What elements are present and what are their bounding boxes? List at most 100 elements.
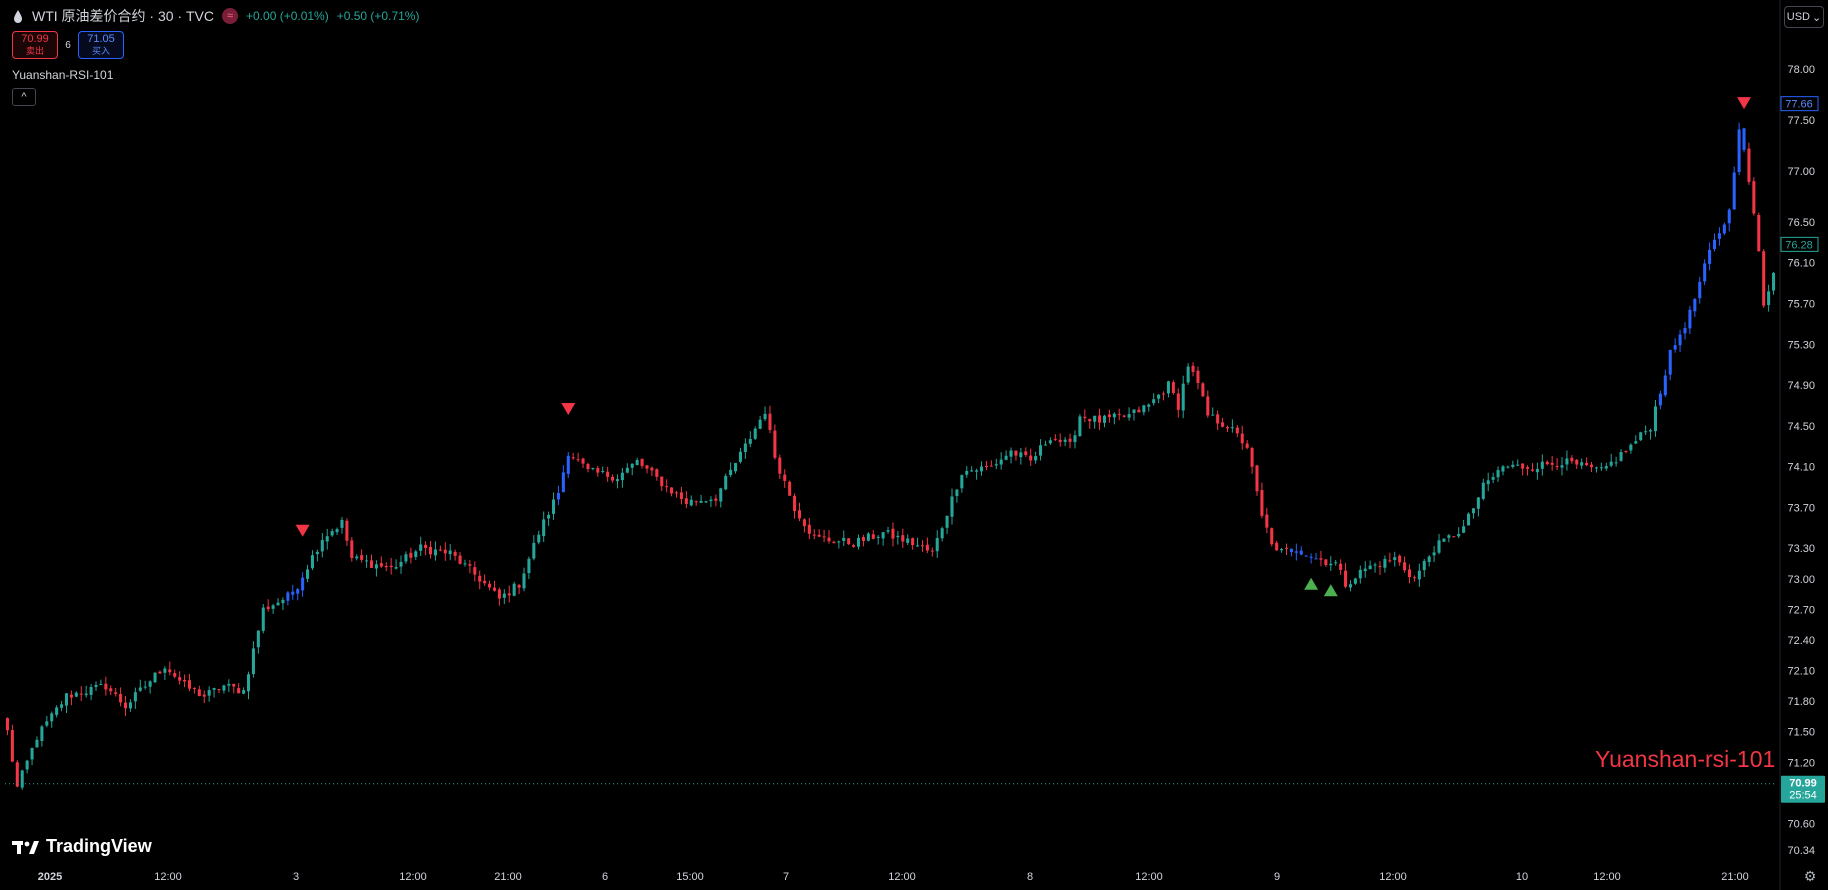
- candle-body: [1599, 467, 1603, 469]
- candle-body: [1294, 551, 1298, 553]
- candle-body: [1452, 536, 1456, 538]
- y-tick-label: 72.40: [1787, 635, 1815, 647]
- trade-panel: 70.99 卖出 6 71.05 买入: [12, 31, 124, 59]
- candle-body: [507, 593, 511, 596]
- candle-body: [30, 747, 34, 760]
- candle-body: [861, 537, 865, 542]
- candle-body: [271, 605, 275, 609]
- candle-body: [158, 671, 162, 674]
- candle-body: [945, 515, 949, 528]
- candle-body: [315, 551, 319, 555]
- candle-body: [355, 556, 359, 559]
- candle-body: [1560, 465, 1564, 468]
- candle-body: [1014, 450, 1018, 456]
- candle-body: [965, 470, 969, 475]
- candle-body: [645, 465, 649, 469]
- candle-body: [409, 552, 413, 558]
- x-tick-label: 10: [1516, 871, 1528, 883]
- candle-body: [1221, 422, 1225, 427]
- candle-body: [793, 495, 797, 512]
- candle-body: [89, 687, 93, 695]
- candle-body: [433, 549, 437, 556]
- candle-body: [1629, 444, 1633, 451]
- candle-body: [1742, 128, 1746, 150]
- candle-body: [153, 672, 157, 683]
- sell-button[interactable]: 70.99 卖出: [12, 31, 58, 59]
- candle-body: [10, 730, 14, 762]
- candle-body: [1673, 345, 1677, 350]
- symbol-title[interactable]: WTI 原油差价合约 · 30 · TVC: [32, 8, 214, 24]
- candle-body: [114, 692, 118, 694]
- candle-body: [1570, 457, 1574, 462]
- candle-body: [1058, 439, 1062, 443]
- y-tick-label: 74.90: [1787, 380, 1815, 392]
- candle-body: [517, 585, 521, 588]
- candle-body: [1732, 172, 1736, 210]
- candle-body: [1668, 349, 1672, 375]
- candle-body: [655, 469, 659, 477]
- y-tick-label: 77.00: [1787, 166, 1815, 178]
- candle-body: [920, 545, 925, 547]
- candle-body: [1412, 577, 1416, 579]
- candle-body: [886, 530, 890, 532]
- countdown-label: 25:54: [1789, 790, 1817, 802]
- candle-body: [1329, 563, 1333, 566]
- logo-text: TradingView: [46, 836, 152, 856]
- market-status-icon[interactable]: ≈: [222, 8, 238, 24]
- candle-body: [1083, 416, 1087, 419]
- candle-body: [143, 686, 147, 688]
- candle-body: [1535, 468, 1539, 473]
- candle-body: [1068, 438, 1072, 442]
- candle-body: [935, 538, 939, 552]
- candle-body: [709, 499, 713, 502]
- candle-body: [360, 555, 364, 560]
- gear-icon[interactable]: ⚙: [1803, 867, 1817, 884]
- candle-body: [261, 607, 265, 631]
- candle-body: [1088, 418, 1092, 422]
- candle-body: [906, 538, 910, 543]
- candle-body: [1752, 181, 1756, 214]
- candle-body: [414, 551, 418, 558]
- candle-body: [1526, 467, 1530, 469]
- candle-body: [365, 560, 369, 562]
- candle-body: [1098, 415, 1102, 423]
- candle-body: [871, 534, 875, 539]
- y-tick-label: 78.00: [1787, 64, 1815, 76]
- x-tick-label: 12:00: [888, 871, 916, 883]
- candle-body: [547, 514, 551, 519]
- candle-body: [178, 677, 182, 681]
- candle-body: [463, 563, 467, 565]
- candle-body: [1019, 452, 1023, 458]
- buy-button[interactable]: 71.05 买入: [78, 31, 124, 59]
- candle-body: [1176, 393, 1180, 410]
- candle-body: [404, 554, 408, 562]
- spread-value: 6: [65, 39, 71, 51]
- tradingview-logo[interactable]: TradingView: [12, 836, 152, 857]
- currency-selector[interactable]: USD ⌄: [1784, 6, 1824, 28]
- chevron-up-icon[interactable]: ^: [12, 88, 36, 106]
- candle-body: [1009, 450, 1013, 457]
- buy-price: 71.05: [87, 33, 115, 45]
- candle-body: [1201, 383, 1205, 397]
- candle-body: [689, 499, 693, 506]
- candle-body: [276, 602, 280, 606]
- candle-body: [1073, 435, 1077, 443]
- candle-body: [94, 684, 98, 688]
- candle-body: [970, 470, 974, 472]
- candle-body: [925, 544, 929, 551]
- candle-body: [1747, 148, 1751, 182]
- candle-body: [1481, 482, 1485, 499]
- x-tick-label: 12:00: [399, 871, 427, 883]
- candle-body: [1530, 469, 1535, 471]
- candle-body: [911, 538, 915, 546]
- candle-body: [1324, 559, 1328, 565]
- candle-body: [891, 528, 895, 539]
- candle-body: [384, 566, 388, 568]
- candle-body: [1078, 416, 1082, 436]
- candle-body: [719, 488, 723, 502]
- candle-body: [256, 630, 260, 648]
- indicator-name[interactable]: Yuanshan-RSI-101: [12, 68, 114, 82]
- y-tick-label: 71.20: [1787, 757, 1815, 769]
- candle-body: [1565, 458, 1569, 465]
